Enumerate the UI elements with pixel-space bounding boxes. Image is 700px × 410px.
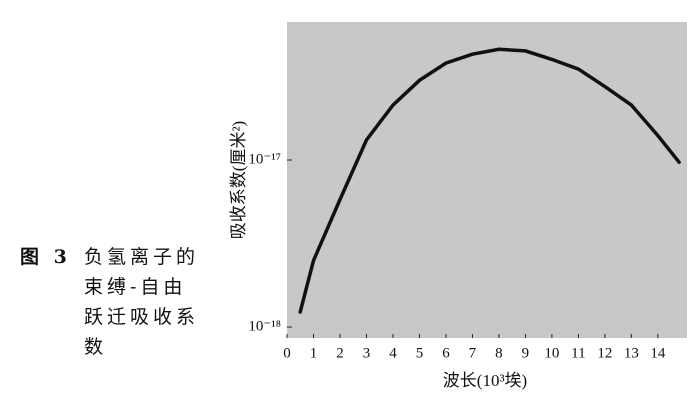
- caption-label: 图 3: [20, 246, 71, 268]
- x-tick-label: 6: [442, 345, 450, 361]
- x-axis-label: 波长(10³埃): [443, 371, 527, 390]
- x-tick-label: 7: [469, 345, 477, 361]
- x-tick-label: 4: [389, 345, 397, 361]
- x-tick-label: 8: [495, 345, 503, 361]
- x-tick-label: 3: [363, 345, 371, 361]
- x-tick-label: 0: [283, 345, 291, 361]
- caption-line: 负氢离子的: [84, 246, 199, 268]
- y-tick-label: 10⁻¹⁷: [248, 151, 281, 167]
- x-tick-label: 2: [336, 345, 344, 361]
- caption-line: 数: [84, 336, 107, 358]
- x-tick-label: 9: [522, 345, 530, 361]
- caption-line: 束缚-自由: [84, 276, 186, 298]
- plot-texture: [287, 22, 687, 338]
- y-axis-label: 吸收系数(厘米²): [229, 121, 248, 239]
- x-tick-label: 5: [416, 345, 424, 361]
- x-tick-label: 14: [650, 345, 666, 361]
- curve: [298, 47, 681, 314]
- x-tick-label: 12: [597, 345, 612, 361]
- x-tick-label: 10: [544, 345, 559, 361]
- x-tick-label: 1: [310, 345, 318, 361]
- x-tick-label: 11: [571, 345, 585, 361]
- x-tick-label: 13: [624, 345, 639, 361]
- caption-line: 跃迁吸收系: [84, 306, 199, 328]
- y-tick-label: 10⁻¹⁸: [248, 318, 281, 334]
